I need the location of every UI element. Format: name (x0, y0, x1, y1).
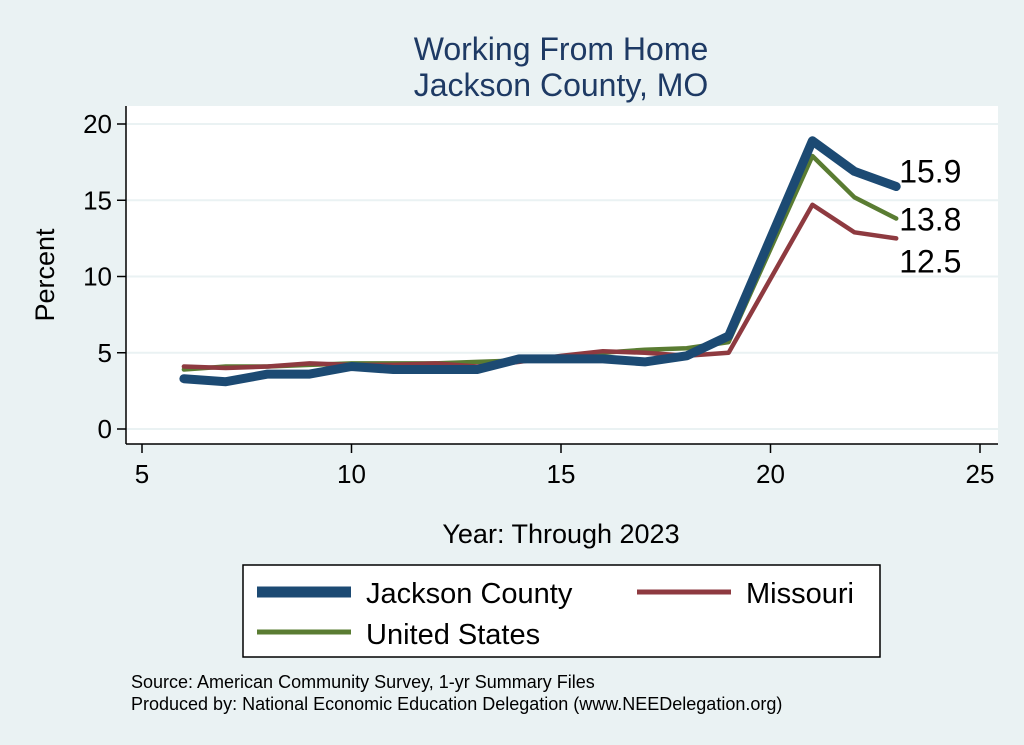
plot-area (126, 106, 998, 444)
legend: Jackson County Missouri United States (242, 564, 881, 658)
x-tick-label: 20 (756, 459, 785, 489)
x-tick-label: 25 (966, 459, 995, 489)
end-labels: 15.9 12.5 13.8 (899, 154, 961, 280)
end-label-united-states: 13.8 (899, 202, 961, 238)
x-axis-label: Year: Through 2023 (442, 519, 679, 549)
y-tick-label: 20 (83, 109, 112, 139)
grid-lines (126, 123, 998, 430)
y-tick-label: 10 (83, 262, 112, 292)
legend-label-jackson-county: Jackson County (366, 578, 573, 610)
series-lines (179, 136, 901, 387)
x-tick-label: 5 (135, 459, 149, 489)
series-line-jackson-county (179, 136, 901, 387)
legend-label-missouri: Missouri (746, 578, 854, 610)
y-tick-label: 0 (98, 414, 112, 444)
x-tick-label: 10 (337, 459, 366, 489)
end-label-jackson-county: 15.9 (899, 154, 961, 190)
x-tick-label: 15 (547, 459, 576, 489)
end-label-missouri: 12.5 (899, 243, 961, 279)
legend-label-united-states: United States (366, 619, 540, 651)
chart-title-line-1: Working From Home (414, 31, 709, 67)
y-axis-label: Percent (30, 228, 60, 322)
source-line-1: Source: American Community Survey, 1-yr … (131, 672, 595, 692)
legend-box (242, 564, 881, 658)
y-tick-label: 15 (83, 185, 112, 215)
chart-title-line-2: Jackson County, MO (414, 67, 709, 103)
source-line-2: Produced by: National Economic Education… (131, 694, 782, 714)
y-tick-label: 5 (98, 338, 112, 368)
